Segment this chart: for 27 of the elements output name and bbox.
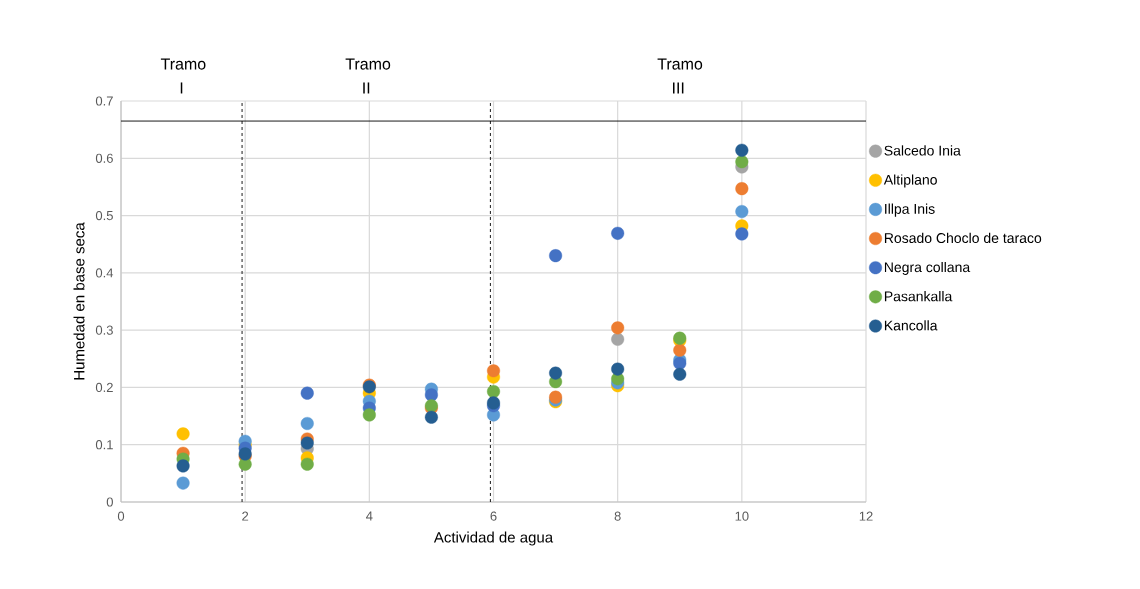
text: Tramo I: [160, 58, 206, 94]
y-tick-label: 0.2: [95, 382, 113, 393]
legend-label: Pasankalla: [884, 291, 953, 302]
y-tick-label: 0.7: [95, 96, 113, 106]
y-axis-title: Humedad en base seca: [73, 222, 85, 380]
y-tick-label: 0: [106, 497, 113, 507]
text: Tramo II: [345, 58, 391, 94]
y-tick-label: 0.4: [95, 268, 114, 278]
x-tick-label: 2: [242, 511, 249, 521]
x-tick-label: 10: [735, 511, 749, 521]
legend-label: Salcedo Inia: [884, 145, 961, 156]
x-tick-label: 8: [614, 511, 621, 521]
x-tick-label: 12: [859, 511, 873, 521]
text: Tramo III: [657, 58, 703, 94]
legend-label: Altiplano: [883, 174, 937, 188]
legend-label: Negra collana: [884, 261, 971, 275]
x-tick-label: 0: [117, 511, 125, 521]
legend-label: Kancolla: [884, 320, 938, 331]
y-tick-label: 0.5: [95, 210, 113, 221]
x-tick-label: 6: [490, 511, 497, 521]
y-tick-label: 0.3: [95, 325, 113, 335]
x-axis-title: Actividad de agua: [433, 531, 554, 546]
y-tick-label: 0.6: [95, 153, 113, 163]
x-tick-label: 4: [366, 511, 373, 521]
y-tick-label: 0.1: [95, 440, 113, 450]
legend-label: Illpa Inis: [885, 203, 935, 217]
legend-label: Rosado Choclo de taraco: [884, 232, 1042, 244]
